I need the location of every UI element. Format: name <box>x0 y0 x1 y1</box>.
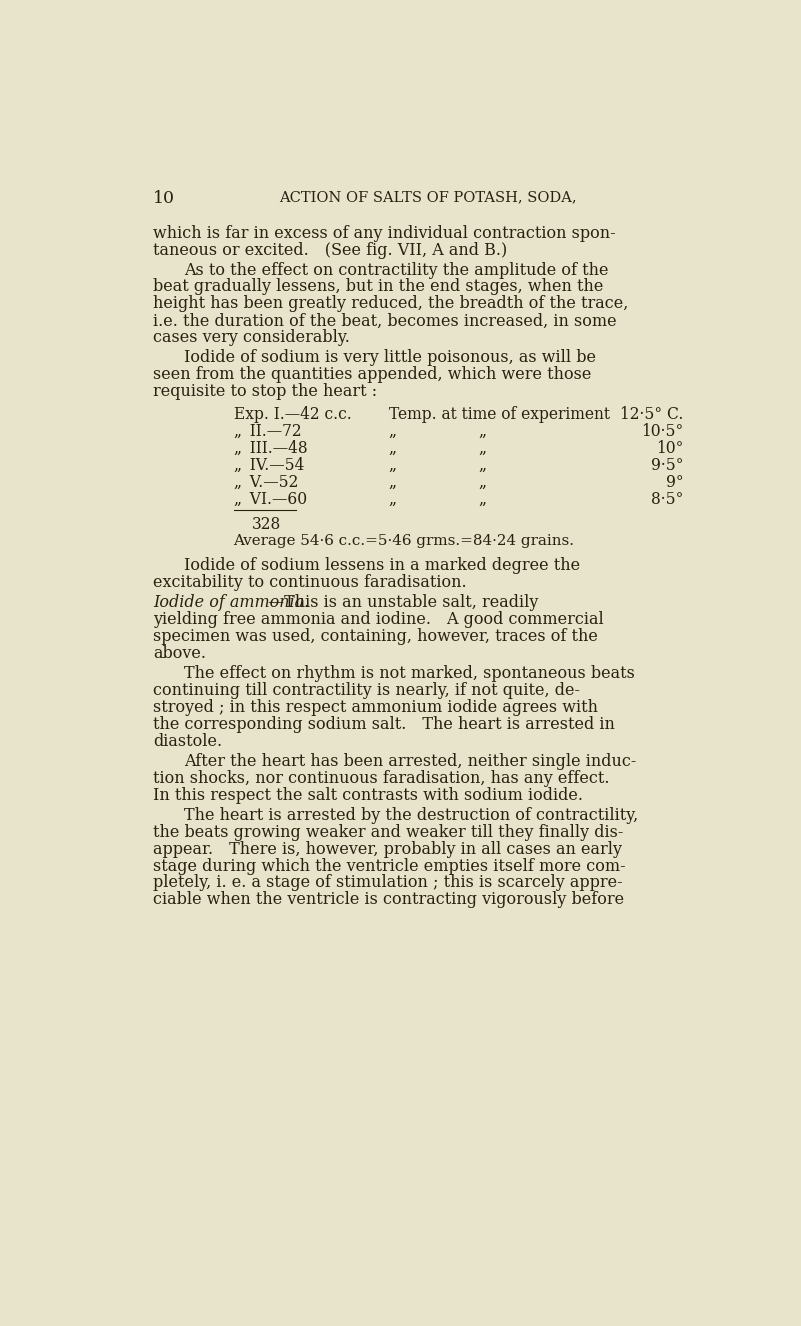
Text: „: „ <box>388 423 396 440</box>
Text: „: „ <box>388 457 396 475</box>
Text: 12·5° C.: 12·5° C. <box>620 406 683 423</box>
Text: seen from the quantities appended, which were those: seen from the quantities appended, which… <box>153 366 591 383</box>
Text: „ V.—52: „ V.—52 <box>234 475 298 491</box>
Text: Exp. I.—42 c.c.: Exp. I.—42 c.c. <box>234 406 352 423</box>
Text: 8·5°: 8·5° <box>651 491 683 508</box>
Text: specimen was used, containing, however, traces of the: specimen was used, containing, however, … <box>153 629 598 644</box>
Text: height has been greatly reduced, the breadth of the trace,: height has been greatly reduced, the bre… <box>153 296 628 313</box>
Text: „ II.—72: „ II.—72 <box>234 423 301 440</box>
Text: excitability to continuous faradisation.: excitability to continuous faradisation. <box>153 574 466 591</box>
Text: ACTION OF SALTS OF POTASH, SODA,: ACTION OF SALTS OF POTASH, SODA, <box>279 190 577 204</box>
Text: „ IV.—54: „ IV.—54 <box>234 457 304 475</box>
Text: „ III.—48: „ III.—48 <box>234 440 308 457</box>
Text: —This is an unstable salt, readily: —This is an unstable salt, readily <box>268 594 539 611</box>
Text: stroyed ; in this respect ammonium iodide agrees with: stroyed ; in this respect ammonium iodid… <box>153 699 598 716</box>
Text: „: „ <box>479 491 487 508</box>
Text: 10·5°: 10·5° <box>642 423 683 440</box>
Text: tion shocks, nor continuous faradisation, has any effect.: tion shocks, nor continuous faradisation… <box>153 769 610 786</box>
Text: In this respect the salt contrasts with sodium iodide.: In this respect the salt contrasts with … <box>153 786 583 804</box>
Text: 328: 328 <box>252 516 281 533</box>
Text: ciable when the ventricle is contracting vigorously before: ciable when the ventricle is contracting… <box>153 891 624 908</box>
Text: Average 54·6 c.c.=5·46 grms.=84·24 grains.: Average 54·6 c.c.=5·46 grms.=84·24 grain… <box>234 534 574 548</box>
Text: requisite to stop the heart :: requisite to stop the heart : <box>153 383 377 400</box>
Text: „: „ <box>388 475 396 491</box>
Text: pletely, i. e. a stage of stimulation ; this is scarcely appre-: pletely, i. e. a stage of stimulation ; … <box>153 874 622 891</box>
Text: The heart is arrested by the destruction of contractility,: The heart is arrested by the destruction… <box>184 806 638 823</box>
Text: „: „ <box>479 457 487 475</box>
Text: Iodide of ammonia.: Iodide of ammonia. <box>153 594 309 611</box>
Text: the corresponding sodium salt. The heart is arrested in: the corresponding sodium salt. The heart… <box>153 716 614 733</box>
Text: „: „ <box>479 423 487 440</box>
Text: cases very considerably.: cases very considerably. <box>153 329 350 346</box>
Text: Iodide of sodium lessens in a marked degree the: Iodide of sodium lessens in a marked deg… <box>184 557 580 574</box>
Text: beat gradually lessens, but in the end stages, when the: beat gradually lessens, but in the end s… <box>153 278 603 296</box>
Text: 9°: 9° <box>666 475 683 491</box>
Text: „: „ <box>388 491 396 508</box>
Text: After the heart has been arrested, neither single induc-: After the heart has been arrested, neith… <box>184 753 636 770</box>
Text: 9·5°: 9·5° <box>651 457 683 475</box>
Text: continuing till contractility is nearly, if not quite, de-: continuing till contractility is nearly,… <box>153 682 580 699</box>
Text: Temp. at time of experiment: Temp. at time of experiment <box>388 406 610 423</box>
Text: diastole.: diastole. <box>153 733 222 749</box>
Text: „: „ <box>479 440 487 457</box>
Text: The effect on rhythm is not marked, spontaneous beats: The effect on rhythm is not marked, spon… <box>184 666 635 682</box>
Text: the beats growing weaker and weaker till they finally dis-: the beats growing weaker and weaker till… <box>153 823 623 841</box>
Text: „ VI.—60: „ VI.—60 <box>234 491 307 508</box>
Text: appear. There is, however, probably in all cases an early: appear. There is, however, probably in a… <box>153 841 622 858</box>
Text: „: „ <box>388 440 396 457</box>
Text: „: „ <box>479 475 487 491</box>
Text: As to the effect on contractility the amplitude of the: As to the effect on contractility the am… <box>184 261 609 278</box>
Text: taneous or excited. (See fig. VII, A and B.): taneous or excited. (See fig. VII, A and… <box>153 241 507 259</box>
Text: above.: above. <box>153 644 206 662</box>
Text: stage during which the ventricle empties itself more com-: stage during which the ventricle empties… <box>153 858 626 875</box>
Text: 10: 10 <box>153 190 175 207</box>
Text: 10°: 10° <box>656 440 683 457</box>
Text: Iodide of sodium is very little poisonous, as will be: Iodide of sodium is very little poisonou… <box>184 349 596 366</box>
Text: i.e. the duration of the beat, becomes increased, in some: i.e. the duration of the beat, becomes i… <box>153 313 617 329</box>
Text: yielding free ammonia and iodine. A good commercial: yielding free ammonia and iodine. A good… <box>153 611 604 629</box>
Text: which is far in excess of any individual contraction spon-: which is far in excess of any individual… <box>153 224 615 241</box>
